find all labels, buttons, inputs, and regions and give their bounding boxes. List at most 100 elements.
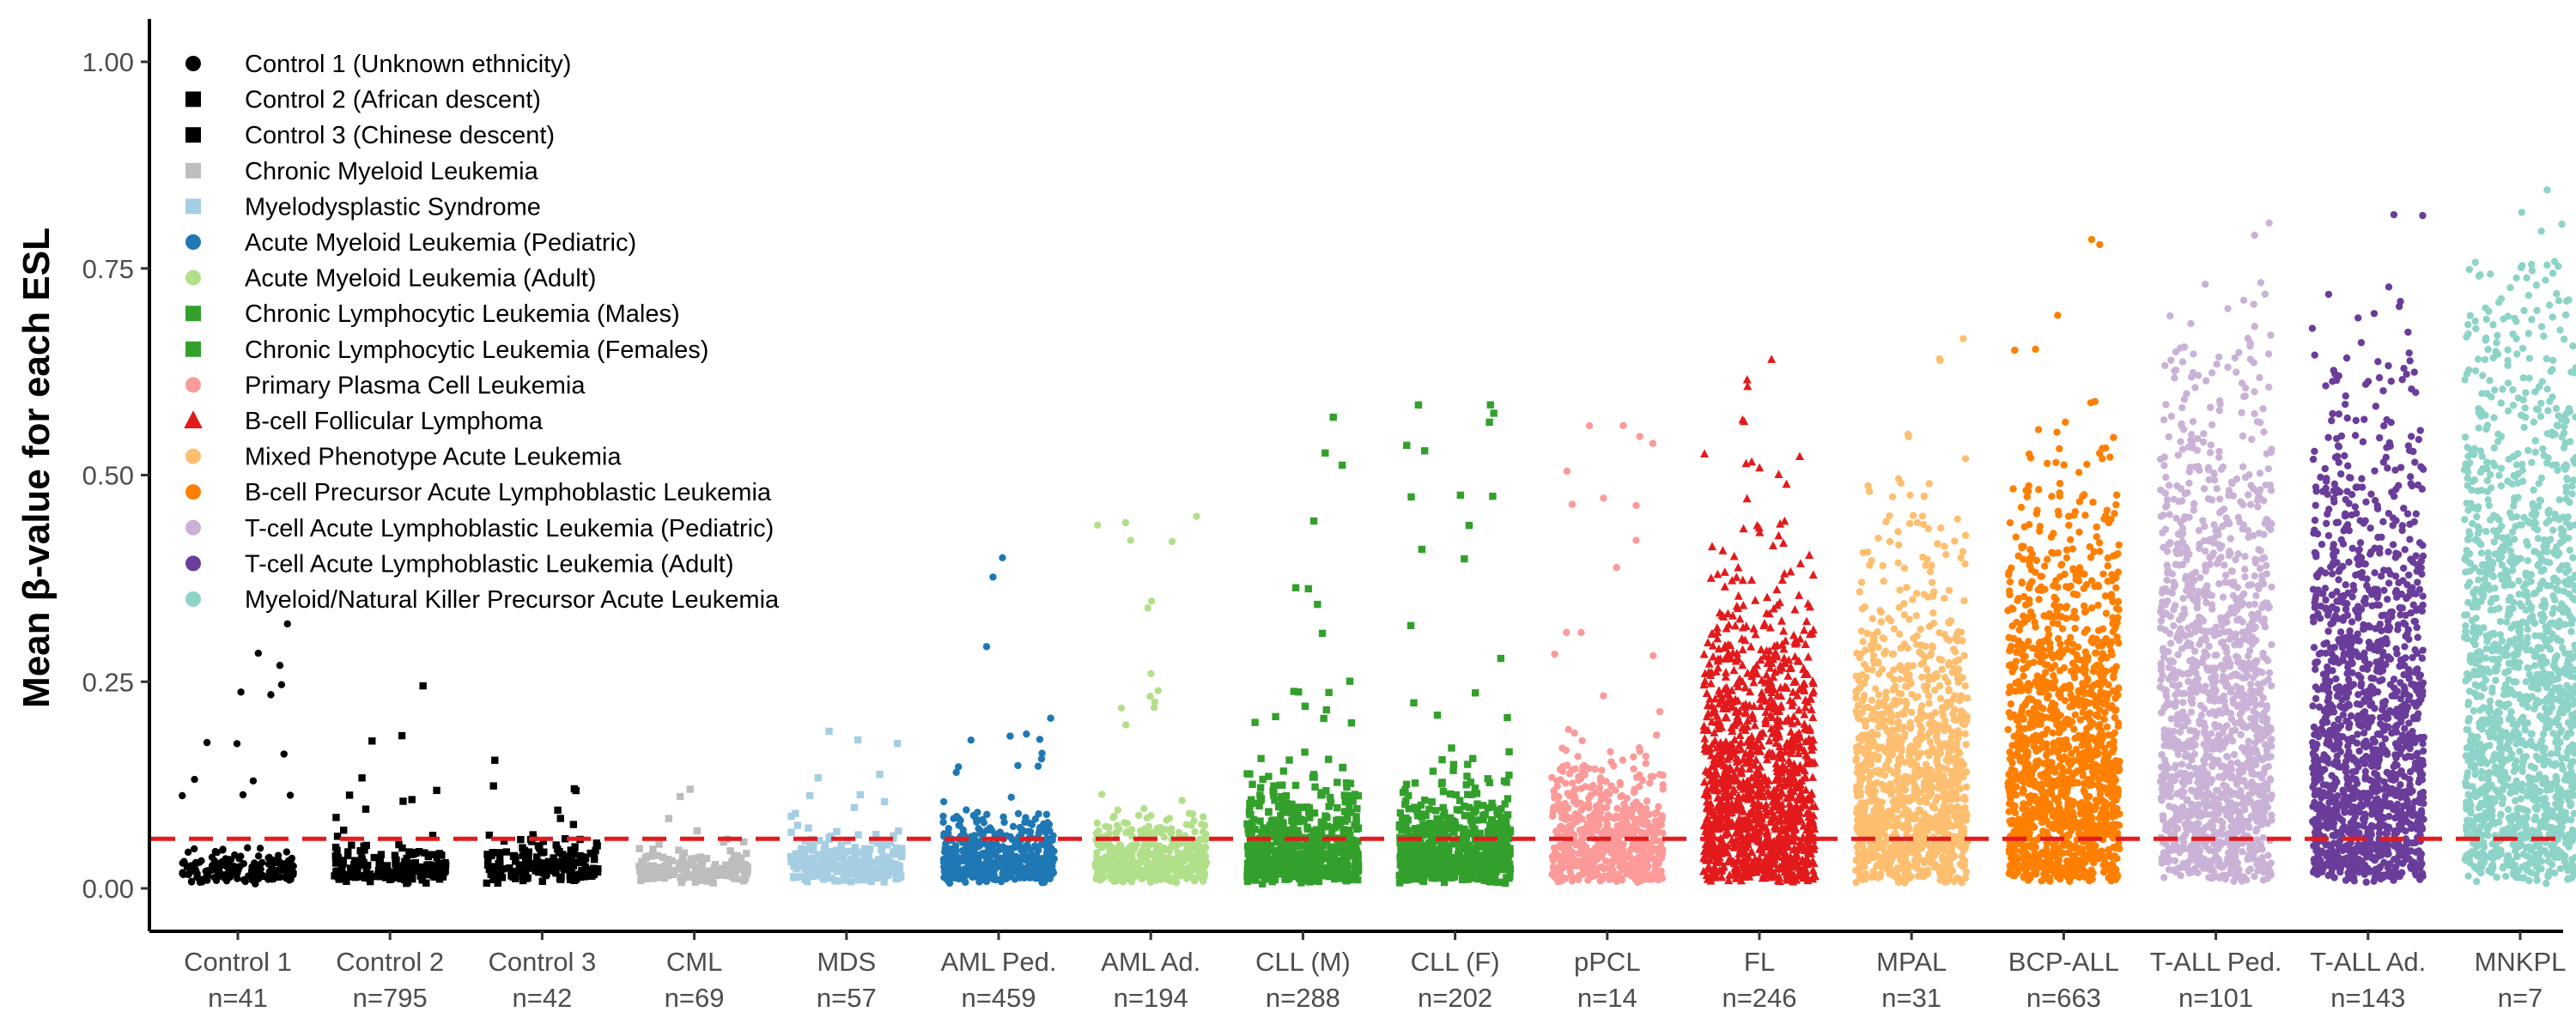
data-point [1433, 712, 1442, 719]
data-point [1405, 804, 1413, 813]
data-point [364, 861, 372, 869]
data-point [213, 863, 221, 870]
data-point [897, 852, 906, 861]
data-point [1340, 791, 1348, 799]
data-point [1593, 870, 1601, 879]
data-point [1618, 827, 1625, 834]
data-point [185, 869, 193, 877]
data-point [864, 864, 872, 873]
data-point [1643, 819, 1651, 827]
data-point [489, 782, 497, 790]
data-point [1585, 421, 1594, 430]
data-point [1280, 799, 1288, 807]
data-point [538, 877, 547, 886]
data-point [1034, 762, 1042, 770]
data-point [1456, 491, 1465, 500]
data-point [586, 849, 594, 857]
data-point [1489, 493, 1497, 500]
data-point [701, 868, 708, 876]
data-point [1749, 623, 1759, 633]
data-point [851, 844, 860, 851]
data-point [1041, 840, 1048, 849]
data-point [571, 843, 579, 851]
data-point [502, 848, 511, 856]
data-point [360, 842, 368, 850]
data-point [211, 847, 220, 856]
data-point [1140, 804, 1148, 813]
data-point [1270, 816, 1278, 824]
data-point [532, 853, 541, 861]
data-point [1790, 604, 1800, 614]
data-point [1632, 536, 1640, 544]
data-point [1551, 791, 1558, 798]
data-point [1048, 836, 1056, 845]
data-point [1301, 702, 1309, 710]
data-point [1114, 821, 1121, 829]
data-point [693, 873, 701, 882]
data-point [1399, 871, 1407, 879]
data-point [803, 873, 811, 881]
data-point [1612, 786, 1619, 794]
data-point [554, 806, 562, 815]
data-point [892, 875, 900, 883]
data-point [642, 853, 650, 862]
data-point [730, 873, 738, 881]
data-point [417, 863, 425, 871]
data-point [854, 857, 862, 865]
data-point [841, 862, 849, 869]
data-point [1305, 804, 1314, 812]
data-point [440, 869, 448, 876]
data-point [1460, 803, 1468, 810]
data-point [285, 876, 294, 884]
data-point [1632, 773, 1641, 781]
data-point [283, 848, 291, 856]
data-point [1024, 827, 1032, 835]
data-point [1467, 791, 1476, 798]
data-point [376, 855, 385, 863]
data-point [208, 853, 216, 861]
data-point [433, 786, 440, 795]
data-point [1506, 850, 1514, 857]
data-point [1563, 467, 1571, 476]
data-point [953, 864, 962, 873]
data-point [1169, 864, 1176, 872]
data-point [488, 851, 495, 859]
data-point [1642, 760, 1650, 767]
data-point [962, 878, 969, 887]
data-point [730, 851, 738, 859]
data-point [1637, 819, 1645, 827]
data-point [743, 850, 750, 857]
data-point [1351, 821, 1358, 829]
data-point [1138, 875, 1146, 883]
data-point [989, 573, 997, 581]
data-point [876, 770, 884, 779]
data-point [1295, 688, 1303, 696]
data-point [1127, 841, 1136, 850]
data-point [1732, 573, 1741, 581]
data-point [241, 877, 249, 886]
data-point [963, 806, 970, 814]
data-point [1265, 772, 1273, 780]
data-point [1276, 829, 1284, 837]
data-point [1343, 798, 1351, 806]
data-point [507, 868, 516, 876]
data-point [1261, 871, 1270, 879]
data-point [254, 649, 263, 657]
data-point [233, 869, 241, 877]
data-point [401, 876, 409, 884]
data-point [803, 877, 811, 886]
data-point [810, 871, 818, 880]
data-point [427, 866, 434, 875]
data-point [1659, 829, 1667, 837]
data-point [1585, 862, 1594, 870]
data-point [871, 874, 879, 882]
data-point [679, 860, 687, 868]
data-point [1584, 876, 1592, 884]
data-point [805, 824, 812, 832]
data-point [361, 805, 370, 813]
data-point [1353, 850, 1362, 857]
data-point [1703, 638, 1713, 647]
data-point [663, 857, 671, 865]
data-point [1143, 858, 1151, 866]
data-point [841, 871, 849, 879]
